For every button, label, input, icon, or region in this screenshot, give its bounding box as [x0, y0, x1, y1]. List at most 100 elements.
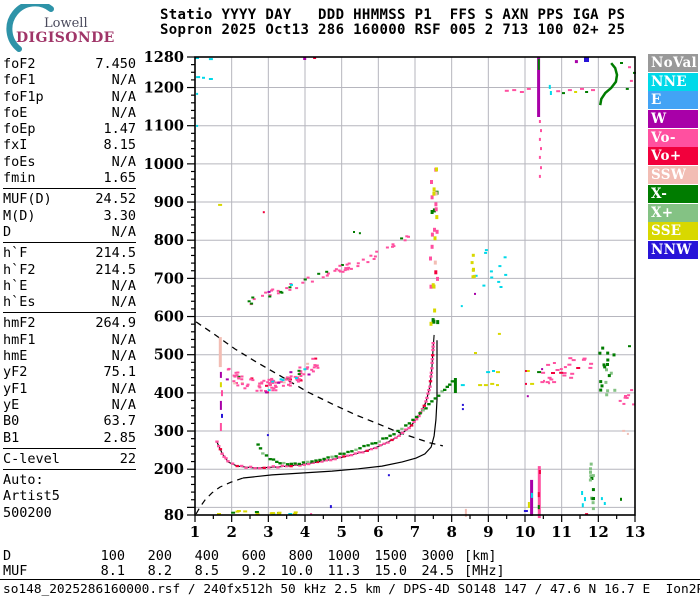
- param-value: 8.15: [103, 137, 136, 154]
- lowell-digisonde-logo: Lowell DIGISONDE: [6, 4, 156, 52]
- row-value: 1000: [327, 548, 360, 564]
- svg-text:8: 8: [446, 523, 456, 541]
- legend-item-SSW: SSW: [648, 166, 698, 185]
- param-value: N/A: [111, 88, 136, 105]
- param-footer-line: 500200: [3, 504, 52, 521]
- param-name: foF1: [3, 72, 36, 89]
- param-value: 3.30: [103, 207, 136, 224]
- param-row-M(D): M(D) 3.30: [3, 208, 136, 224]
- row-value: 1500: [374, 548, 407, 564]
- legend-item-W: W: [648, 110, 698, 129]
- legend-item-NoVal: NoVal: [648, 54, 698, 72]
- param-name: yF1: [3, 380, 28, 397]
- param-name: foE: [3, 104, 28, 121]
- row-label: MUF: [3, 562, 28, 579]
- param-name: foEp: [3, 121, 36, 138]
- param-name: foF2: [3, 56, 36, 72]
- param-row-foEp: foEp 1.47: [3, 121, 136, 137]
- row-label: D: [3, 548, 12, 564]
- param-name: D: [3, 223, 12, 240]
- param-name: foEs: [3, 153, 36, 170]
- logo-line2: DIGISONDE: [16, 30, 115, 46]
- row-value: 200: [147, 548, 172, 564]
- param-name: yE: [3, 396, 20, 413]
- svg-text:200: 200: [154, 461, 184, 478]
- param-value: 75.1: [103, 364, 136, 381]
- row-value: 9.2: [241, 562, 266, 579]
- param-value: 24.52: [95, 191, 136, 208]
- distance-row: D 100 200 400 600 800 1000 1500 3000 [km]: [3, 549, 505, 564]
- footer-separator: [0, 579, 700, 580]
- param-row-B1: B1 2.85: [3, 430, 136, 446]
- param-name: fmin: [3, 170, 36, 187]
- param-name: h`F: [3, 245, 28, 262]
- param-row-B0: B0 63.7: [3, 413, 136, 429]
- parameter-panel: foF2 7.450 foF1 N/A foF1p N/A foE N/A foEp 1.47 fx…: [3, 56, 136, 521]
- svg-text:1100: 1100: [144, 118, 184, 135]
- grid-lines: [195, 57, 635, 515]
- param-row-foF1p: foF1p N/A: [3, 89, 136, 105]
- param-separator: [3, 188, 136, 190]
- row-value: 15.0: [374, 562, 407, 579]
- svg-text:1280: 1280: [144, 49, 184, 66]
- row-value: 600: [241, 548, 266, 564]
- svg-text:13: 13: [625, 523, 646, 541]
- svg-text:800: 800: [154, 232, 184, 249]
- legend-item-E: E: [648, 91, 698, 110]
- param-row-h`Es: h`Es N/A: [3, 294, 136, 310]
- param-value: N/A: [111, 277, 136, 294]
- param-name: hmE: [3, 348, 28, 365]
- param-separator: [3, 242, 136, 244]
- row-value: 10.0: [280, 562, 313, 579]
- legend-item-X+: X+: [648, 203, 698, 222]
- scatter-clusters: [217, 167, 636, 515]
- direction-legend: NoVal NNE E W Vo- Vo+ SSW X- X+ SSE NNW: [648, 54, 698, 260]
- param-value: N/A: [111, 396, 136, 413]
- param-name: M(D): [3, 207, 36, 224]
- svg-text:11: 11: [551, 523, 572, 541]
- param-row-D: D N/A: [3, 224, 136, 240]
- param-row-C-level: C-level 22: [3, 451, 136, 467]
- param-name: fxI: [3, 137, 28, 154]
- logo-line1: Lowell: [44, 16, 88, 31]
- svg-text:1000: 1000: [144, 156, 184, 173]
- model-curves: [195, 62, 619, 515]
- param-value: N/A: [111, 380, 136, 397]
- station-header: Statio YYYY DAY DDD HHMMSS P1 FFS S AXN …: [160, 8, 625, 38]
- muf-row: MUF 8.1 8.2 8.5 9.2 10.0 11.3 15.0 24.5 [MHz]: [3, 562, 505, 579]
- param-value: N/A: [111, 294, 136, 311]
- param-value: 1.65: [103, 170, 136, 187]
- param-value: N/A: [111, 348, 136, 365]
- row-unit: [MHz]: [464, 562, 505, 579]
- svg-text:500: 500: [154, 347, 184, 364]
- status-line: so148_2025286160000.rsf / 240fx512h 50 k…: [3, 582, 700, 597]
- echo-marks: [195, 57, 636, 519]
- param-name: B1: [3, 429, 20, 446]
- param-value: 1.47: [103, 121, 136, 138]
- param-value: 214.5: [95, 261, 136, 278]
- svg-text:300: 300: [154, 423, 184, 440]
- param-row-yF2: yF2 75.1: [3, 364, 136, 380]
- svg-text:7: 7: [410, 523, 420, 541]
- row-value: 3000: [421, 548, 454, 564]
- svg-text:6: 6: [373, 523, 383, 541]
- param-row-foEs: foEs N/A: [3, 154, 136, 170]
- svg-text:2: 2: [226, 523, 236, 541]
- row-value: 24.5: [421, 562, 454, 579]
- param-row-hmE: hmE N/A: [3, 348, 136, 364]
- row-value: 11.3: [327, 562, 360, 579]
- svg-text:80: 80: [164, 507, 184, 524]
- param-name: foF1p: [3, 88, 44, 105]
- svg-text:10: 10: [515, 523, 536, 541]
- svg-text:3: 3: [263, 523, 273, 541]
- svg-text:5: 5: [336, 523, 346, 541]
- param-separator: [3, 447, 136, 449]
- row-value: 8.1: [100, 562, 125, 579]
- legend-item-X-: X-: [648, 184, 698, 203]
- svg-text:600: 600: [154, 309, 184, 326]
- svg-text:1200: 1200: [144, 80, 184, 97]
- param-row-h`F2: h`F2 214.5: [3, 262, 136, 278]
- param-value: N/A: [111, 153, 136, 170]
